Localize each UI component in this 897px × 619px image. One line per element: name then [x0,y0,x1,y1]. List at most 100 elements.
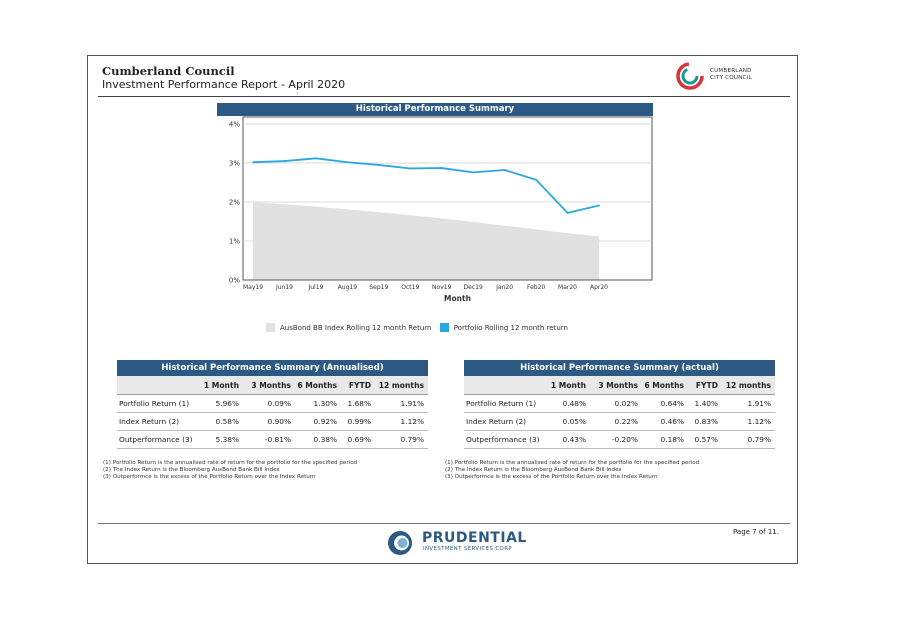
data-point [598,204,600,207]
logo-line-2: CITY COUNCIL [710,75,752,81]
table-cell: 1.91% [400,399,424,408]
row-label: Outperformance (3) [466,435,540,444]
col-header: FYTD [348,380,371,390]
table-cell: 0.22% [614,417,638,426]
data-point [535,178,537,181]
table-cell: 0.79% [747,435,771,444]
table-cell: 1.40% [694,399,718,408]
table-cell: 0.92% [313,417,337,426]
table-cell: 1.12% [400,417,424,426]
data-point [566,212,569,214]
annualised-table-header: 1 Month 3 Months 6 Months FYTD 12 months [117,376,428,395]
y-tick-label: 0% [229,277,240,285]
x-tick-label: Oct19 [401,284,419,291]
footnotes-left: (1) Portfolio Return is the annualised r… [103,460,357,481]
table-cell: 0.38% [313,435,337,444]
table-cell: 1.30% [313,399,337,408]
table-row: Portfolio Return (1) 0.48% 0.02% 0.64% 1… [464,395,775,413]
table-cell: -0.20% [611,435,638,444]
chart-title: Historical Performance Summary [217,103,653,116]
data-point [252,161,254,164]
prudential-logo-icon [388,531,412,555]
x-tick-label: Jan20 [495,284,513,291]
footnote: (3) Outperformce is the excess of the Po… [445,474,658,480]
table-row: Index Return (2) 0.58% 0.90% 0.92% 0.99%… [117,413,428,431]
data-point [472,171,475,174]
footnote: (1) Portfolio Return is the annualised r… [445,460,700,466]
col-header: 6 Months [297,380,337,390]
y-tick-label: 4% [229,121,240,129]
x-tick-label: Mar20 [558,284,577,291]
data-point [346,161,349,164]
table-cell: 0.90% [267,417,291,426]
data-point [503,169,506,171]
logo-line-1: CUMBERLAND [710,68,752,74]
col-header: 12 months [725,380,771,390]
actual-table-title: Historical Performance Summary (actual) [464,360,775,376]
data-point [283,160,286,162]
table-cell: 0.05% [562,417,586,426]
page-number: Page 7 of 11. [733,528,779,536]
col-header: 12 months [378,380,424,390]
row-label: Portfolio Return (1) [119,399,190,408]
table-cell: -0.81% [264,435,291,444]
table-cell: 0.99% [347,417,371,426]
table-row: Index Return (2) 0.05% 0.22% 0.46% 0.83%… [464,413,775,431]
header-divider [98,96,790,97]
x-tick-label: Nov19 [432,284,452,291]
prudential-subtitle: INVESTMENT SERVICES CORP [423,546,512,552]
y-tick-label: 1% [229,238,240,246]
col-header: 1 Month [203,380,239,390]
table-row: Outperformance (3) 0.43% -0.20% 0.18% 0.… [464,431,775,449]
x-tick-label: Sep19 [369,284,388,291]
data-point [315,157,317,160]
footnote: (1) Portfolio Return is the annualised r… [103,460,358,466]
x-tick-label: Apr20 [590,284,608,291]
performance-chart: 0% 1% 2% 3% 4% May19 Jun19 Jul19 Aug19 Sep19 Oct19… [229,116,653,303]
footnotes-right: (1) Portfolio Return is the annualised r… [445,460,699,481]
legend-item-portfolio: Portfolio Rolling 12 month return [439,323,568,332]
series-line-portfolio [252,157,600,214]
row-label: Outperformance (3) [119,435,193,444]
footnote: (2) The Index Return is the Bloomberg Au… [103,467,280,473]
report-page: Cumberland Council Investment Performanc… [87,55,798,564]
table-cell: 0.64% [660,399,684,408]
legend-swatch-portfolio [439,323,449,332]
annualised-table: Historical Performance Summary (Annualis… [117,360,428,449]
table-cell: 0.48% [562,399,586,408]
table-cell: 0.02% [614,399,638,408]
table-cell: 1.91% [747,399,771,408]
legend-swatch-index [266,323,275,332]
council-name: Cumberland Council [102,64,235,78]
legend-item-index: AusBond BB Index Rolling 12 month Return [266,323,431,332]
row-label: Portfolio Return (1) [466,399,537,408]
y-tick-label: 2% [229,199,240,207]
col-header: 3 Months [598,380,638,390]
footnote: (2) The Index Return is the Bloomberg Au… [445,467,622,473]
y-tick-label: 3% [229,160,240,168]
col-header: FYTD [695,380,718,390]
chart-legend: AusBond BB Index Rolling 12 month Return… [266,323,574,334]
table-cell: 0.43% [562,435,586,444]
table-cell: 1.68% [347,399,371,408]
x-tick-label: Jul19 [307,284,323,291]
table-cell: 0.69% [347,435,371,444]
table-cell: 0.58% [215,417,239,426]
x-tick-label: Aug19 [338,284,358,291]
x-tick-label: Dec19 [464,284,483,291]
row-label: Index Return (2) [466,417,527,426]
table-cell: 5.96% [215,399,239,408]
data-point [377,164,380,166]
footer-divider [98,523,790,524]
actual-table-header: 1 Month 3 Months 6 Months FYTD 12 months [464,376,775,395]
data-point [409,167,412,170]
table-cell: 0.09% [267,399,291,408]
col-header: 3 Months [251,380,291,390]
legend-label-portfolio: Portfolio Rolling 12 month return [453,323,568,332]
col-header: 6 Months [644,380,684,390]
council-logo-icon [676,62,704,90]
table-cell: 0.46% [660,417,684,426]
table-cell: 0.79% [400,435,424,444]
footnote: (3) Outperformce is the excess of the Po… [103,474,316,480]
table-row: Portfolio Return (1) 5.96% 0.09% 1.30% 1… [117,395,428,413]
